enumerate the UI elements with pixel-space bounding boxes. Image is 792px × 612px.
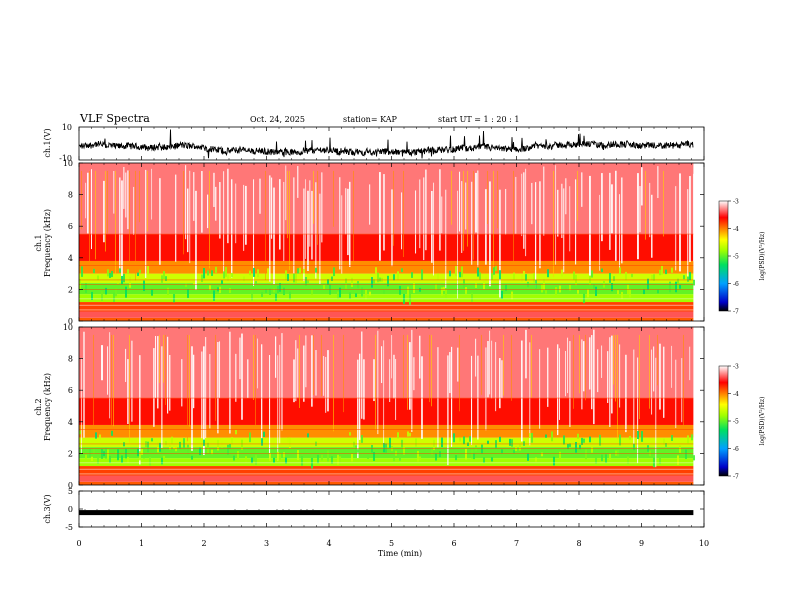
spectrogram-band — [79, 283, 694, 295]
x-tick-label: 9 — [639, 539, 644, 548]
colorbar-tick-label: -3 — [733, 364, 739, 371]
colorbar-tick-label: -6 — [733, 446, 739, 453]
spectrogram-ytick-label: 4 — [68, 418, 73, 427]
spectrogram-band — [79, 234, 694, 261]
x-tick-label: 3 — [264, 539, 269, 548]
ch1-spectrogram-ylabel-freq: Frequency (kHz) — [43, 209, 52, 277]
ch3-ytick-label: 0 — [68, 505, 73, 514]
x-tick-label: 7 — [514, 539, 519, 548]
ch2-colorbar-gradient — [718, 365, 729, 477]
ch2-colorbar: -3 -4 -5 -6 -7 log(PSD)(V²/Hz) — [718, 364, 766, 481]
ch1-ytick-min: -10 — [59, 154, 72, 163]
spectrogram-band — [79, 424, 694, 438]
colorbar-tick-label: -4 — [733, 226, 739, 233]
spectrogram-band — [79, 398, 694, 425]
ch2-spectrogram-panel: 10 8 6 4 2 0 ch.2 Frequency (kHz) — [34, 323, 705, 490]
spectrogram-band — [79, 294, 694, 303]
colorbar-tick-label: -7 — [733, 309, 739, 316]
spectrogram-ytick-label: 8 — [68, 191, 73, 200]
ch1-waveform-panel: 10 -10 ch.1(V) — [43, 123, 705, 163]
spectrogram-band — [79, 466, 694, 476]
spectrogram-ytick-label: 6 — [68, 386, 73, 395]
start-time-label: start UT = 1 : 20 : 1 — [438, 115, 519, 124]
ch3-waveform-line — [78, 509, 694, 516]
spectrogram-ytick-label: 2 — [68, 285, 73, 294]
spectrogram-band — [79, 311, 694, 318]
x-tick-label: 0 — [76, 539, 81, 548]
spectrogram-band — [79, 437, 694, 448]
x-tick-label: 8 — [576, 539, 581, 548]
ch2-spectrogram-image — [79, 327, 704, 485]
spectrogram-band — [79, 481, 694, 485]
colorbar-tick-label: -6 — [733, 281, 739, 288]
ch3-ytick-label: -5 — [65, 523, 73, 532]
ch2-colorbar-label: log(PSD)(V²/Hz) — [759, 397, 766, 446]
ch1-colorbar-label: log(PSD)(V²/Hz) — [759, 232, 766, 281]
figure-title: VLF Spectra — [79, 112, 150, 125]
x-tick-label: 2 — [201, 539, 206, 548]
spectrogram-band — [79, 317, 694, 321]
ch1-spectrogram-ylabel-channel: ch.1 — [34, 234, 43, 251]
x-tick-label: 4 — [326, 539, 331, 548]
x-axis-label: Time (min) — [378, 549, 422, 558]
ch1-waveform-trace — [79, 129, 694, 159]
x-tick-label: 5 — [389, 539, 394, 548]
spectrogram-band — [79, 163, 694, 235]
spectrogram-ytick-label: 6 — [68, 222, 73, 231]
x-tick-label: 6 — [451, 539, 456, 548]
colorbar-tick-label: -5 — [733, 254, 739, 261]
spectrogram-ytick-label: 10 — [63, 159, 73, 168]
ch3-ytick-label: 5 — [68, 487, 73, 496]
x-tick-label: 10 — [699, 539, 709, 548]
spectrogram-band — [79, 475, 694, 482]
ch3-waveform-trace — [79, 510, 694, 516]
date-label: Oct. 24, 2025 — [250, 115, 305, 124]
spectrogram-ytick-label: 2 — [68, 449, 73, 458]
spectrogram-ytick-label: 4 — [68, 254, 73, 263]
ch2-spectrogram-ylabel-channel: ch.2 — [34, 398, 43, 415]
spectrogram-ytick-label: 0 — [68, 481, 73, 490]
spectrogram-ytick-label: 8 — [68, 355, 73, 364]
colorbar-tick-label: -4 — [733, 391, 739, 398]
spectrogram-band — [79, 302, 694, 312]
ch1-colorbar: -3 -4 -5 -6 -7 log(PSD)(V²/Hz) — [718, 199, 766, 316]
ch1-colorbar-gradient — [718, 200, 729, 312]
station-label: station= KAP — [343, 115, 398, 124]
ch3-waveform-panel: 5 0 -5 ch.3(V) — [43, 487, 705, 532]
colorbar-tick-label: -7 — [733, 474, 739, 481]
ch1-waveform-ylabel: ch.1(V) — [43, 128, 52, 157]
x-tick-label: 1 — [139, 539, 144, 548]
ch3-waveform-ylabel: ch.3(V) — [43, 494, 52, 523]
ch1-spectrogram-image — [79, 163, 704, 321]
ch1-waveform-line — [79, 129, 694, 159]
spectrogram-band — [79, 273, 694, 284]
spectrogram-ytick-label: 0 — [68, 317, 73, 326]
spectrogram-band — [79, 458, 694, 467]
spectrogram-ytick-label: 10 — [63, 323, 73, 332]
colorbar-tick-label: -3 — [733, 199, 739, 206]
ch2-spectrogram-ylabel-freq: Frequency (kHz) — [43, 373, 52, 441]
ch1-ytick-max: 10 — [62, 123, 72, 132]
colorbar-tick-label: -5 — [733, 419, 739, 426]
ch1-spectrogram-panel: 10 8 6 4 2 0 ch.1 Frequency (kHz) — [34, 159, 705, 326]
